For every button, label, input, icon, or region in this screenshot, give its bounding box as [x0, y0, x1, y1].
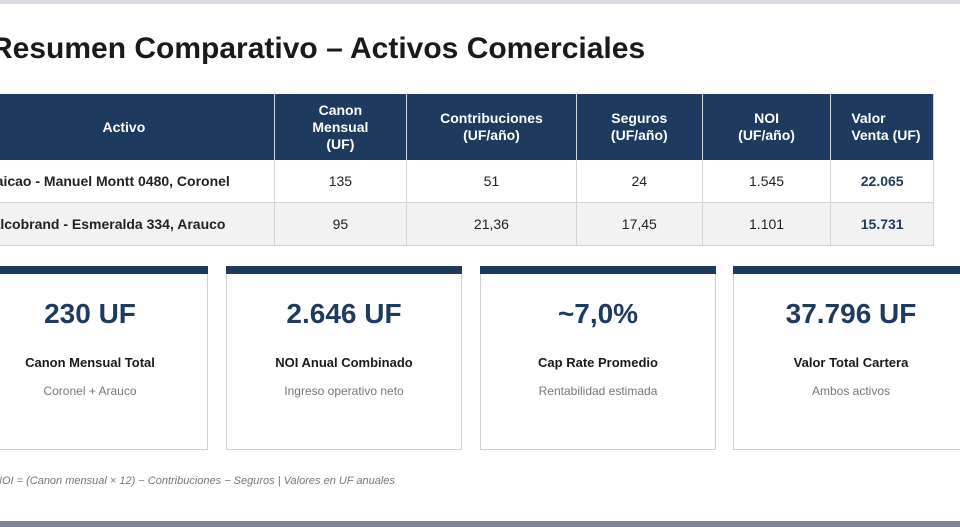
- kpi-sub: Coronel + Arauco: [43, 384, 137, 398]
- kpi-label: Canon Mensual Total: [25, 355, 155, 370]
- kpi-card-cap-rate: ~7,0% Cap Rate Promedio Rentabilidad est…: [480, 266, 716, 450]
- cell-noi: 1.545: [702, 160, 832, 203]
- card-stripe: [0, 266, 208, 274]
- header-canon: Canon Mensual (UF): [274, 94, 408, 160]
- kpi-value: 2.646 UF: [286, 298, 402, 329]
- card-stripe: [733, 266, 960, 274]
- header-noi: NOI (UF/año): [702, 94, 832, 160]
- kpi-card-canon: 230 UF Canon Mensual Total Coronel + Ara…: [0, 266, 208, 450]
- kpi-card-valor-total: 37.796 UF Valor Total Cartera Ambos acti…: [733, 266, 960, 450]
- header-contribuciones: Contribuciones (UF/año): [406, 94, 577, 160]
- kpi-value: ~7,0%: [557, 298, 639, 329]
- cell-contribuciones: 21,36: [406, 202, 577, 246]
- table-row: Maicao - Manuel Montt 0480, Coronel 135 …: [0, 160, 934, 203]
- page-title: Resumen Comparativo – Activos Comerciale…: [0, 32, 646, 65]
- kpi-sub: Ingreso operativo neto: [284, 384, 404, 398]
- table-header-row: Activo Canon Mensual (UF) Contribuciones…: [0, 94, 934, 160]
- header-valor-venta: Valor Venta (UF): [830, 94, 934, 160]
- kpi-sub: Ambos activos: [811, 384, 891, 398]
- table-row: Falcobrand - Esmeralda 334, Arauco 95 21…: [0, 202, 934, 246]
- header-seguros: Seguros (UF/año): [576, 94, 703, 160]
- kpi-sub: Rentabilidad estimada: [538, 384, 658, 398]
- top-bar: [0, 0, 960, 4]
- cell-valor-venta: 15.731: [830, 202, 934, 246]
- kpi-label: NOI Anual Combinado: [275, 355, 413, 370]
- card-stripe: [480, 266, 716, 274]
- bottom-bar: [0, 521, 960, 527]
- cell-seguros: 17,45: [576, 202, 703, 246]
- cell-contribuciones: 51: [406, 160, 577, 203]
- kpi-value: 37.796 UF: [785, 298, 917, 329]
- kpi-label: Valor Total Cartera: [793, 355, 909, 370]
- cell-noi: 1.101: [702, 202, 832, 246]
- header-activo: Activo: [0, 94, 275, 160]
- cell-valor-venta: 22.065: [830, 160, 934, 203]
- comparison-table: Activo Canon Mensual (UF) Contribuciones…: [0, 94, 934, 246]
- cell-asset: Falcobrand - Esmeralda 334, Arauco: [0, 202, 275, 246]
- footnote: NOI = (Canon mensual × 12) − Contribucio…: [0, 475, 395, 487]
- kpi-label: Cap Rate Promedio: [538, 355, 658, 370]
- cell-asset: Maicao - Manuel Montt 0480, Coronel: [0, 160, 275, 203]
- cell-seguros: 24: [576, 160, 703, 203]
- kpi-card-noi: 2.646 UF NOI Anual Combinado Ingreso ope…: [226, 266, 462, 450]
- card-stripe: [226, 266, 462, 274]
- cell-canon: 95: [274, 202, 408, 246]
- cell-canon: 135: [274, 160, 408, 203]
- kpi-value: 230 UF: [44, 298, 136, 329]
